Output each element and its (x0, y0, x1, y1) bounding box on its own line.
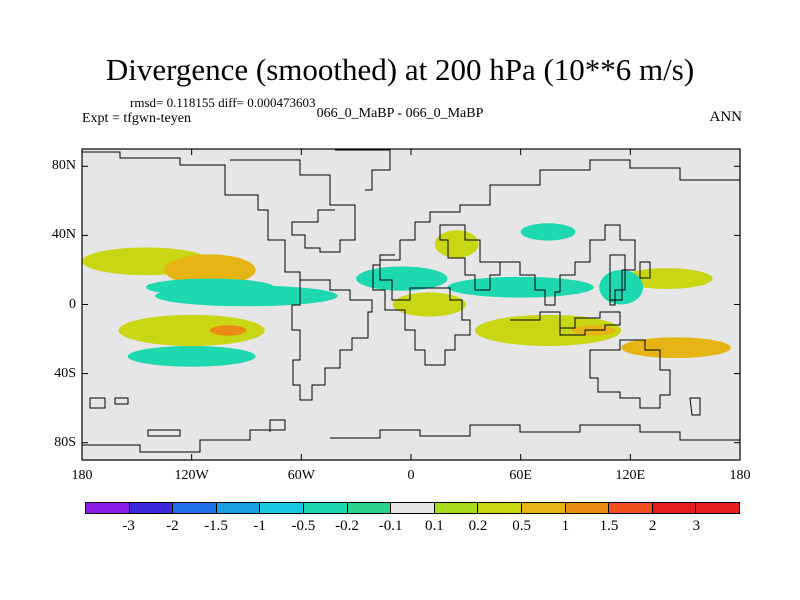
legend-level-9: 0.5 (512, 518, 532, 534)
legend-level-7: 0.1 (424, 518, 444, 534)
legend-bin-7 (391, 503, 435, 513)
legend-level-10: 1 (561, 518, 570, 534)
map-title: Divergence (smoothed) at 200 hPa (10**6 … (105, 52, 695, 87)
legend-level-13: 3 (692, 518, 701, 534)
legend-bin-9 (478, 503, 522, 513)
legend-bin-6 (347, 503, 392, 513)
legend-bin-14 (696, 503, 739, 513)
divergence-field (82, 223, 731, 367)
contour-feature-9 (392, 292, 466, 317)
legend-bin-12 (609, 503, 653, 513)
legend-level-6: -0.1 (378, 518, 403, 534)
contour-feature-4 (155, 285, 338, 307)
legend-level-8: 0.2 (468, 518, 488, 534)
lat-label-4: 80S (54, 434, 76, 450)
legend-bin-3 (216, 503, 261, 513)
legend-bin-5 (303, 503, 348, 513)
legend-level-0: -3 (122, 518, 135, 534)
lon-label-2: 60W (287, 468, 315, 483)
legend-bin-4 (260, 503, 304, 513)
lon-label-5: 120E (615, 468, 646, 483)
contour-feature-13 (474, 314, 622, 346)
legend-bin-10 (521, 503, 566, 513)
contour-feature-10 (434, 230, 479, 258)
lat-label-3: 40S (54, 365, 76, 381)
lat-label-0: 80N (51, 158, 76, 174)
legend-level-3: -1 (253, 518, 266, 534)
legend-bin-0 (86, 503, 130, 513)
coastlines (82, 149, 740, 453)
contour-feature-2 (198, 264, 221, 276)
lon-label-0: 180 (71, 468, 93, 483)
season-label: ANN (709, 109, 743, 125)
case-label: 066_0_MaBP - 066_0_MaBP (316, 106, 484, 121)
lat-label-2: 0 (69, 296, 76, 312)
lon-label-6: 180 (729, 468, 751, 483)
legend-level-5: -0.2 (335, 518, 359, 534)
legend-bin-13 (652, 503, 697, 513)
legend-bin-2 (173, 503, 217, 513)
contour-feature-7 (127, 345, 256, 367)
legend-level-4: -0.5 (291, 518, 316, 534)
contour-feature-12 (447, 276, 594, 298)
legend-level-1: -2 (166, 518, 179, 534)
contour-feature-16 (621, 337, 731, 359)
legend-level-2: -1.5 (204, 518, 228, 534)
legend-bin-11 (565, 503, 610, 513)
lat-label-1: 40N (51, 227, 76, 243)
legend-bin-8 (434, 503, 479, 513)
contour-feature-17 (599, 269, 644, 305)
contour-feature-8 (356, 266, 448, 291)
contour-feature-15 (621, 268, 713, 289)
contour-feature-5 (118, 314, 265, 346)
legend-bin-1 (129, 503, 174, 513)
lon-label-4: 60E (509, 468, 532, 483)
stats-label: rmsd= 0.118155 diff= 0.000473603 (130, 95, 316, 110)
axis-ticks (81, 149, 741, 460)
contour-feature-11 (520, 223, 576, 241)
experiment-label: Expt = tfgwn-teyen (82, 111, 191, 126)
color-legend (85, 502, 740, 514)
lon-label-1: 120W (174, 468, 209, 483)
contour-feature-6 (209, 325, 247, 336)
legend-level-12: 2 (648, 518, 657, 534)
legend-level-11: 1.5 (599, 518, 619, 534)
lon-label-3: 0 (407, 468, 415, 483)
